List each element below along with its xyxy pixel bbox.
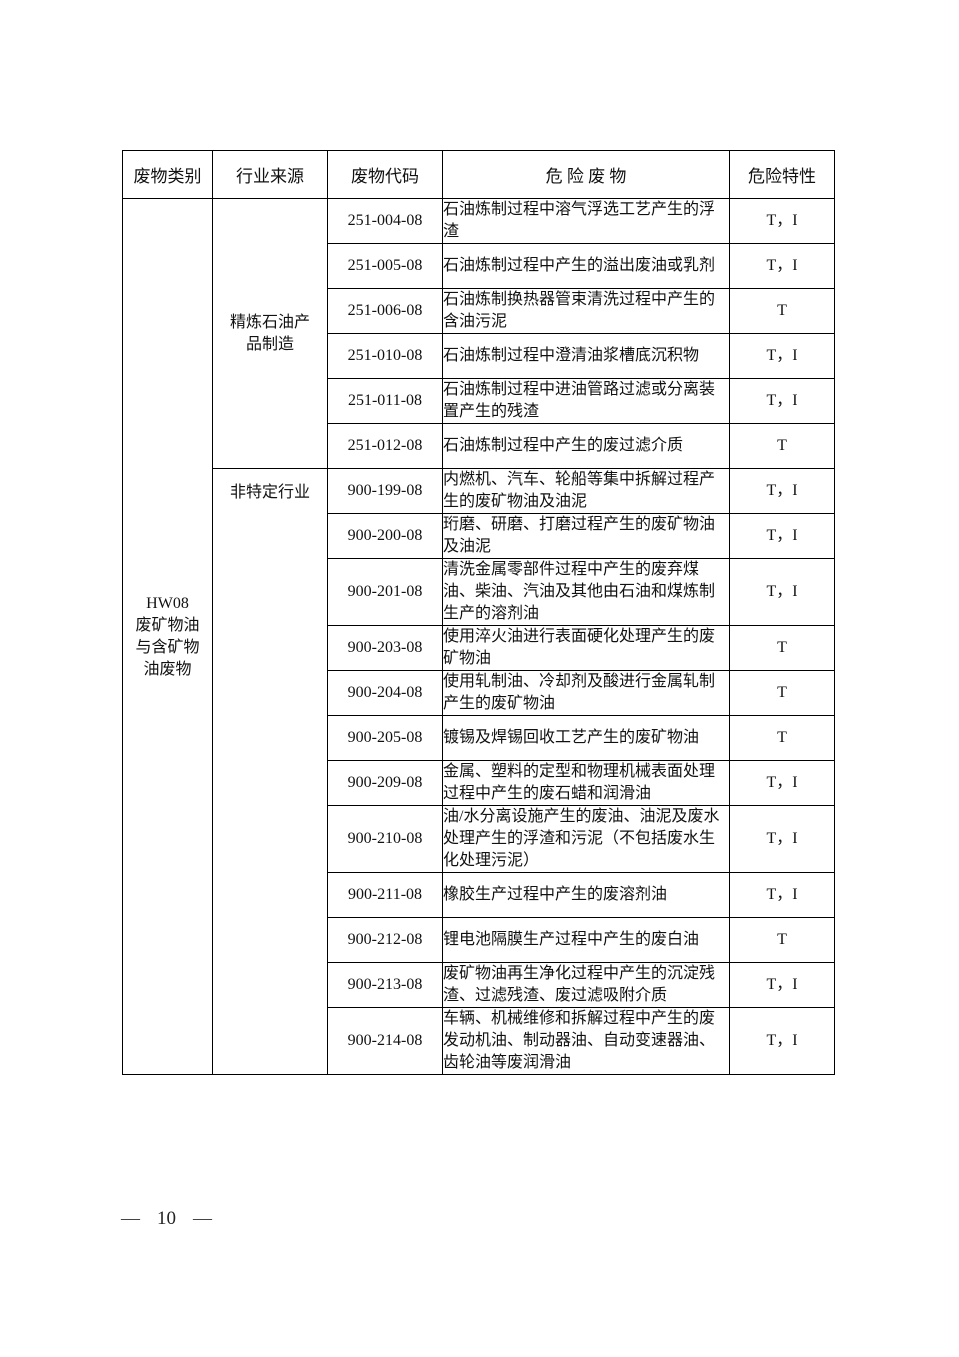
waste-description-cell: 使用淬火油进行表面硬化处理产生的废矿物油 <box>442 625 730 671</box>
waste-description-cell: 石油炼制过程中澄清油浆槽底沉积物 <box>442 333 730 379</box>
hazard-property-cell: T，I <box>729 468 835 514</box>
table-row: 251-010-08 石油炼制过程中澄清油浆槽底沉积物 T，I <box>123 333 835 379</box>
waste-code-cell: 900-199-08 <box>327 468 443 514</box>
hazardous-waste-table: 废物类别 行业来源 废物代码 危 险 废 物 危险特性 HW08 废矿物油 与含… <box>122 150 835 1075</box>
hazard-property-cell: T <box>729 715 835 761</box>
waste-code-cell: 900-204-08 <box>327 670 443 716</box>
waste-code-cell: 900-213-08 <box>327 962 443 1008</box>
waste-code-cell: 900-201-08 <box>327 558 443 626</box>
waste-code-cell: 900-209-08 <box>327 760 443 806</box>
hazard-property-cell: T，I <box>729 198 835 244</box>
hazard-property-cell: T，I <box>729 513 835 559</box>
waste-description-cell: 内燃机、汽车、轮船等集中拆解过程产生的废矿物油及油泥 <box>442 468 730 514</box>
waste-description-cell: 镀锡及焊锡回收工艺产生的废矿物油 <box>442 715 730 761</box>
waste-description-cell: 清洗金属零部件过程中产生的废弃煤油、柴油、汽油及其他由石油和煤炼制生产的溶剂油 <box>442 558 730 626</box>
footer-dash-left: — <box>121 1208 140 1229</box>
hazard-property-cell: T <box>729 917 835 963</box>
waste-code-cell: 900-210-08 <box>327 805 443 873</box>
table-row: 251-005-08 石油炼制过程中产生的溢出废油或乳剂 T，I <box>123 243 835 289</box>
table-header-row: 废物类别 行业来源 废物代码 危 险 废 物 危险特性 <box>122 150 835 199</box>
hazard-property-cell: T，I <box>729 1007 835 1075</box>
waste-description-cell: 废矿物油再生净化过程中产生的沉淀残渣、过滤残渣、废过滤吸附介质 <box>442 962 730 1008</box>
table-row: 900-209-08 金属、塑料的定型和物理机械表面处理过程中产生的废石蜡和润滑油… <box>123 760 835 806</box>
industry-source-cell: 精炼石油产 品制造 <box>212 198 328 469</box>
table-body: HW08 废矿物油 与含矿物 油废物 精炼石油产 品制造 251-004-08 石油炼… <box>122 198 835 1075</box>
waste-code-cell: 900-200-08 <box>327 513 443 559</box>
waste-category-cell: HW08 废矿物油 与含矿物 油废物 <box>122 198 213 1075</box>
hazard-property-cell: T，I <box>729 333 835 379</box>
table-row: 900-212-08 锂电池隔膜生产过程中产生的废白油 T <box>123 917 835 963</box>
waste-code-cell: 251-011-08 <box>327 378 443 424</box>
waste-description-cell: 锂电池隔膜生产过程中产生的废白油 <box>442 917 730 963</box>
hazard-property-cell: T，I <box>729 243 835 289</box>
waste-description-cell: 石油炼制过程中产生的废过滤介质 <box>442 423 730 469</box>
table-row: 非特定行业 900-199-08 内燃机、汽车、轮船等集中拆解过程产生的废矿物油及油… <box>123 468 835 1075</box>
waste-code-cell: 251-004-08 <box>327 198 443 244</box>
waste-description-cell: 石油炼制过程中溶气浮选工艺产生的浮渣 <box>442 198 730 244</box>
waste-code-cell: 900-211-08 <box>327 872 443 918</box>
industry-source-cell: 非特定行业 <box>212 468 328 1075</box>
hazard-property-cell: T <box>729 670 835 716</box>
page-footer: — 10 — <box>121 1206 212 1232</box>
waste-description-cell: 油/水分离设施产生的废油、油泥及废水处理产生的浮渣和污泥（不包括废水生化处理污泥… <box>442 805 730 873</box>
header-waste-code: 废物代码 <box>327 150 443 199</box>
waste-description-cell: 石油炼制过程中产生的溢出废油或乳剂 <box>442 243 730 289</box>
table-row: 900-203-08 使用淬火油进行表面硬化处理产生的废矿物油 T <box>123 625 835 671</box>
waste-description-cell: 使用轧制油、冷却剂及酸进行金属轧制产生的废矿物油 <box>442 670 730 716</box>
waste-description-cell: 金属、塑料的定型和物理机械表面处理过程中产生的废石蜡和润滑油 <box>442 760 730 806</box>
waste-code-cell: 900-214-08 <box>327 1007 443 1075</box>
header-industry-source: 行业来源 <box>212 150 328 199</box>
table-row: 251-012-08 石油炼制过程中产生的废过滤介质 T <box>123 423 835 469</box>
table-row: 900-211-08 橡胶生产过程中产生的废溶剂油 T，I <box>123 872 835 918</box>
waste-description-cell: 石油炼制换热器管束清洗过程中产生的含油污泥 <box>442 288 730 334</box>
hazard-property-cell: T，I <box>729 558 835 626</box>
waste-code-cell: 251-010-08 <box>327 333 443 379</box>
hazard-property-cell: T，I <box>729 872 835 918</box>
header-hazard-property: 危险特性 <box>729 150 835 199</box>
waste-code-cell: 900-205-08 <box>327 715 443 761</box>
waste-description-cell: 车辆、机械维修和拆解过程中产生的废发动机油、制动器油、自动变速器油、齿轮油等废润… <box>442 1007 730 1075</box>
table-row: 900-201-08 清洗金属零部件过程中产生的废弃煤油、柴油、汽油及其他由石油和… <box>123 558 835 626</box>
table-row: 900-214-08 车辆、机械维修和拆解过程中产生的废发动机油、制动器油、自动变… <box>123 1007 835 1075</box>
waste-description-cell: 橡胶生产过程中产生的废溶剂油 <box>442 872 730 918</box>
hazard-property-cell: T <box>729 625 835 671</box>
table-row: HW08 废矿物油 与含矿物 油废物 精炼石油产 品制造 251-004-08 石油炼… <box>122 198 835 1075</box>
hazard-property-cell: T <box>729 288 835 334</box>
table-row: 251-011-08 石油炼制过程中进油管路过滤或分离装置产生的残渣 T，I <box>123 378 835 424</box>
waste-description-cell: 石油炼制过程中进油管路过滤或分离装置产生的残渣 <box>442 378 730 424</box>
table-row: 251-006-08 石油炼制换热器管束清洗过程中产生的含油污泥 T <box>123 288 835 334</box>
footer-dash-right: — <box>193 1208 212 1229</box>
table-row: 900-204-08 使用轧制油、冷却剂及酸进行金属轧制产生的废矿物油 T <box>123 670 835 716</box>
hazard-property-cell: T，I <box>729 760 835 806</box>
table-row: 900-210-08 油/水分离设施产生的废油、油泥及废水处理产生的浮渣和污泥（不… <box>123 805 835 873</box>
waste-description-cell: 珩磨、研磨、打磨过程产生的废矿物油及油泥 <box>442 513 730 559</box>
header-waste-category: 废物类别 <box>122 150 213 199</box>
waste-code-cell: 251-006-08 <box>327 288 443 334</box>
waste-code-cell: 251-005-08 <box>327 243 443 289</box>
hazard-property-cell: T，I <box>729 962 835 1008</box>
waste-code-cell: 900-212-08 <box>327 917 443 963</box>
header-hazardous-waste: 危 险 废 物 <box>442 150 730 199</box>
hazard-property-cell: T，I <box>729 378 835 424</box>
waste-code-cell: 251-012-08 <box>327 423 443 469</box>
footer-page-number: 10 <box>157 1208 176 1229</box>
table-row: 900-213-08 废矿物油再生净化过程中产生的沉淀残渣、过滤残渣、废过滤吸附介… <box>123 962 835 1008</box>
waste-code-cell: 900-203-08 <box>327 625 443 671</box>
hazard-property-cell: T <box>729 423 835 469</box>
hazard-property-cell: T，I <box>729 805 835 873</box>
